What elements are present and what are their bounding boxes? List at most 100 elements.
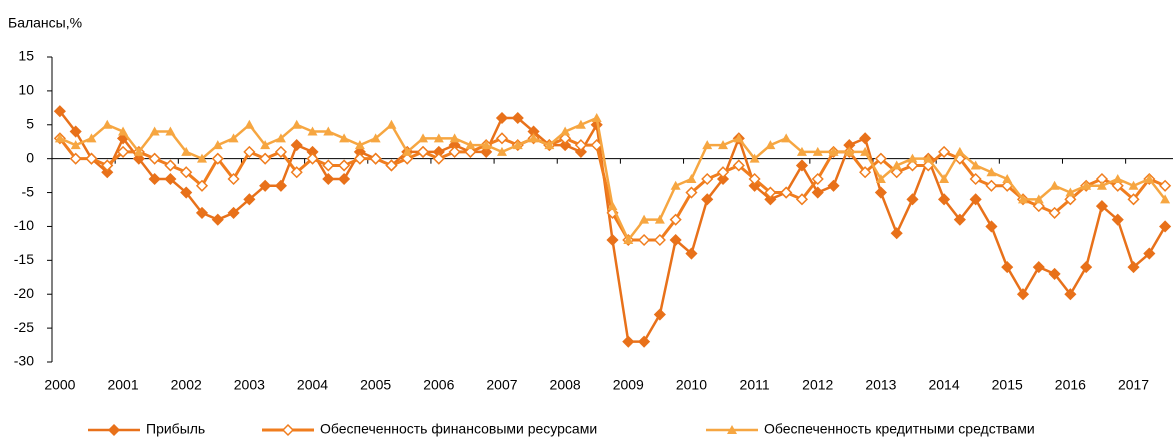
data-point bbox=[701, 193, 714, 206]
data-point bbox=[1127, 193, 1140, 206]
data-point bbox=[1096, 180, 1107, 190]
data-point bbox=[495, 111, 509, 125]
x-tick-label: 2012 bbox=[802, 377, 833, 393]
data-point bbox=[338, 159, 351, 172]
data-point bbox=[1159, 220, 1172, 233]
y-tick-label: -10 bbox=[14, 217, 34, 233]
data-point bbox=[148, 152, 161, 165]
data-point bbox=[433, 133, 444, 143]
data-point bbox=[369, 152, 382, 165]
data-point bbox=[907, 153, 918, 163]
data-point bbox=[275, 133, 286, 143]
data-point bbox=[1032, 261, 1045, 274]
data-point bbox=[859, 166, 872, 179]
x-tick-label: 2010 bbox=[676, 377, 707, 393]
data-point bbox=[306, 152, 319, 165]
data-point bbox=[764, 186, 777, 199]
data-point bbox=[653, 233, 666, 247]
data-point bbox=[622, 335, 635, 348]
data-point bbox=[1111, 213, 1124, 226]
data-point bbox=[85, 152, 98, 165]
data-point bbox=[465, 140, 476, 150]
x-tick-label: 2015 bbox=[992, 377, 1023, 393]
y-axis-label: Балансы,% bbox=[8, 15, 82, 31]
data-point bbox=[874, 186, 887, 199]
data-point bbox=[370, 133, 381, 143]
data-point bbox=[243, 145, 256, 158]
data-point bbox=[733, 133, 744, 143]
data-point bbox=[1048, 206, 1061, 219]
data-point bbox=[118, 126, 129, 136]
data-point bbox=[116, 145, 130, 158]
data-point bbox=[1112, 174, 1123, 183]
legend-label: Прибыль bbox=[146, 421, 205, 437]
data-point bbox=[101, 166, 114, 179]
data-point bbox=[402, 146, 413, 156]
data-point bbox=[274, 145, 287, 158]
x-tick-label: 2001 bbox=[107, 377, 138, 393]
x-tick-label: 2006 bbox=[423, 377, 454, 393]
data-point bbox=[859, 132, 872, 145]
data-point bbox=[385, 159, 398, 172]
data-point bbox=[1111, 179, 1124, 192]
data-point bbox=[432, 152, 445, 165]
data-point bbox=[1049, 180, 1060, 190]
data-point bbox=[338, 172, 351, 186]
data-point bbox=[969, 193, 982, 206]
data-point bbox=[354, 140, 365, 150]
data-point bbox=[195, 206, 209, 219]
data-point bbox=[86, 133, 97, 143]
x-tick-label: 2004 bbox=[297, 377, 328, 393]
data-point bbox=[906, 159, 919, 172]
data-point bbox=[227, 172, 240, 186]
data-point bbox=[512, 140, 523, 150]
data-point bbox=[685, 186, 698, 199]
data-point bbox=[70, 140, 81, 150]
x-tick-label: 2007 bbox=[486, 377, 517, 393]
data-point bbox=[764, 193, 777, 206]
x-tick-label: 2003 bbox=[234, 377, 265, 393]
data-point bbox=[781, 133, 792, 143]
x-tick-label: 2009 bbox=[613, 377, 644, 393]
data-point bbox=[1048, 267, 1061, 280]
data-point bbox=[969, 172, 982, 186]
data-point bbox=[449, 133, 460, 143]
data-point bbox=[670, 180, 681, 190]
data-point bbox=[290, 166, 303, 179]
data-point bbox=[260, 140, 271, 150]
data-point bbox=[686, 174, 697, 183]
data-point bbox=[654, 214, 665, 224]
data-point bbox=[970, 160, 981, 170]
data-point bbox=[811, 172, 824, 186]
data-point bbox=[638, 335, 651, 348]
data-point bbox=[1001, 261, 1014, 274]
data-point bbox=[606, 233, 619, 247]
data-point bbox=[559, 132, 572, 145]
data-point bbox=[274, 179, 287, 192]
y-tick-label: -5 bbox=[22, 183, 35, 199]
data-point bbox=[386, 119, 397, 129]
x-tick-label: 2011 bbox=[740, 377, 770, 393]
x-tick-label: 2016 bbox=[1055, 377, 1086, 393]
data-point bbox=[1032, 200, 1045, 213]
x-tick-label: 2008 bbox=[550, 377, 581, 393]
legend-marker bbox=[281, 423, 295, 437]
data-point bbox=[716, 172, 730, 186]
data-point bbox=[101, 159, 114, 172]
data-point bbox=[1128, 180, 1139, 190]
data-point bbox=[954, 146, 965, 156]
data-point bbox=[795, 193, 809, 206]
data-point bbox=[796, 146, 807, 156]
data-point bbox=[827, 179, 840, 192]
data-point bbox=[749, 153, 760, 163]
data-point bbox=[259, 179, 272, 192]
data-point bbox=[639, 214, 650, 224]
data-point bbox=[1065, 187, 1076, 197]
data-point bbox=[575, 119, 586, 129]
data-point bbox=[495, 132, 509, 145]
data-point bbox=[165, 126, 176, 136]
data-point bbox=[986, 167, 997, 177]
data-point bbox=[102, 119, 113, 129]
data-point bbox=[591, 113, 602, 122]
data-point bbox=[133, 146, 144, 156]
